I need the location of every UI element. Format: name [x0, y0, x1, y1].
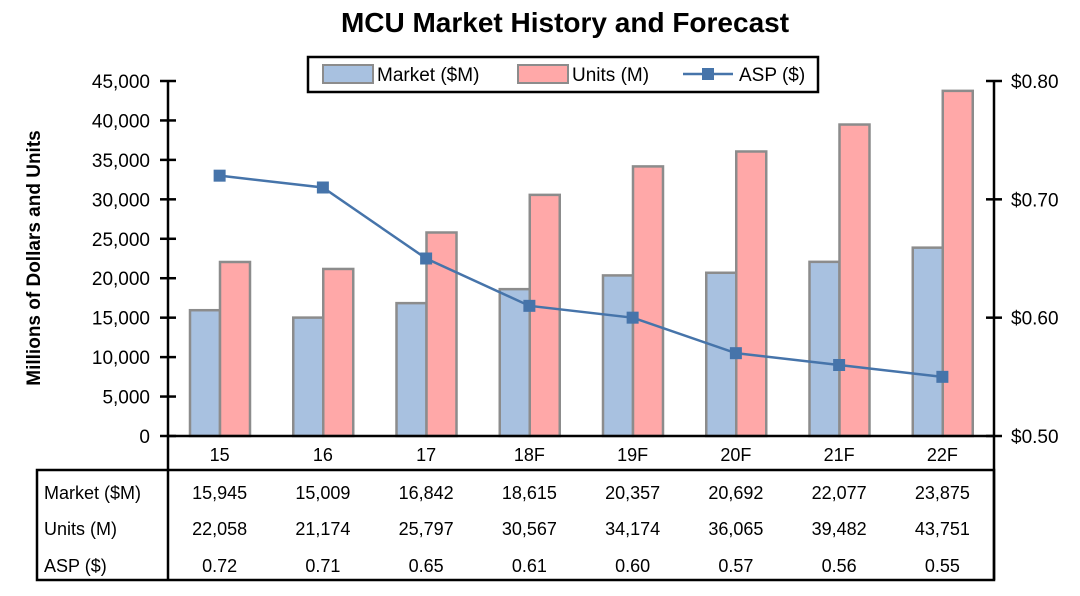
x-tick-label: 16: [313, 445, 333, 465]
table-cell: 0.72: [202, 556, 237, 576]
asp-marker: [213, 169, 226, 182]
asp-marker: [316, 181, 329, 194]
asp-marker: [936, 370, 949, 383]
y2-tick-label: $0.80: [1011, 72, 1059, 93]
y2-tick-label: $0.50: [1011, 427, 1059, 448]
units-bar: [631, 165, 665, 438]
table-row-label: ASP ($): [44, 556, 107, 576]
y-tick-label: 0: [139, 427, 150, 448]
units-bar: [528, 193, 561, 438]
table-cell: 0.60: [615, 556, 650, 576]
table-cell: 25,797: [399, 519, 454, 539]
asp-marker: [420, 252, 433, 265]
market-bar: [808, 260, 841, 438]
y-tick-label: 30,000: [92, 190, 150, 211]
table-cell: 0.57: [718, 556, 753, 576]
y-tick-label: 10,000: [92, 348, 150, 369]
y-tick-label: 25,000: [92, 230, 150, 251]
legend-units-label: Units (M): [572, 65, 649, 86]
market-bar: [395, 301, 428, 438]
market-bar: [601, 274, 635, 438]
table-cell: 23,875: [915, 483, 970, 503]
table-cell: 16,842: [399, 483, 454, 503]
x-tick-label: 19F: [617, 445, 648, 465]
units-bar: [838, 123, 871, 438]
table-cell: 34,174: [605, 519, 660, 539]
y-axis-label: Millions of Dollars and Units: [24, 130, 45, 385]
table-cell: 0.65: [409, 556, 444, 576]
x-tick-label: 22F: [927, 445, 958, 465]
table-row-label: Units (M): [44, 519, 117, 539]
table-cell: 22,077: [812, 483, 867, 503]
legend-asp-marker: [702, 68, 714, 80]
asp-line: [219, 174, 943, 379]
table-cell: 20,357: [605, 483, 660, 503]
units-bar: [322, 267, 355, 438]
y-tick-label: 20,000: [92, 269, 150, 290]
table-row-label: Market ($M): [44, 483, 141, 503]
table-cell: 18,615: [502, 483, 557, 503]
units-bar: [218, 260, 252, 438]
table-cell: 0.56: [822, 556, 857, 576]
units-bar: [735, 150, 768, 438]
legend-market-swatch: [322, 64, 374, 84]
table-cell: 0.55: [925, 556, 960, 576]
y-tick-label: 5,000: [102, 388, 150, 409]
y-tick-label: 40,000: [92, 111, 150, 132]
asp-marker: [833, 359, 846, 371]
market-bar: [188, 308, 222, 438]
y-tick-label: 45,000: [92, 72, 150, 93]
table-cell: 15,009: [295, 483, 350, 503]
asp-marker: [626, 311, 639, 324]
market-bar: [292, 316, 325, 438]
legend-market-label: Market ($M): [377, 65, 479, 86]
legend-units-swatch: [517, 64, 569, 84]
x-tick-label: 21F: [824, 445, 855, 465]
table-cell: 30,567: [502, 519, 557, 539]
x-tick-label: 15: [210, 445, 230, 465]
table-cell: 43,751: [915, 519, 970, 539]
table-cell: 39,482: [812, 519, 867, 539]
y-tick-label: 35,000: [92, 151, 150, 172]
asp-marker: [523, 299, 536, 312]
chart-title: MCU Market History and Forecast: [341, 7, 789, 38]
units-bar: [941, 89, 974, 438]
x-tick-label: 20F: [720, 445, 751, 465]
table-cell: 0.71: [305, 556, 340, 576]
table-box: [35, 468, 996, 582]
asp-marker: [729, 347, 742, 360]
data-table: 15 16 17 18F 19F 20F 21F 22F Market ($M) 15,945 15…: [35, 434, 996, 582]
legend-asp-label: ASP ($): [739, 65, 805, 86]
x-tick-label: 17: [416, 445, 436, 465]
table-cell: 21,174: [295, 519, 350, 539]
table-cell: 20,692: [708, 483, 763, 503]
table-cell: 36,065: [708, 519, 763, 539]
y-tick-label: 15,000: [92, 309, 150, 330]
market-bar: [911, 246, 944, 438]
table-cell: 0.61: [512, 556, 547, 576]
legend: Market ($M) Units (M) ASP ($): [306, 55, 820, 94]
x-tick-label: 18F: [514, 445, 545, 465]
y2-tick-label: $0.70: [1011, 190, 1059, 211]
y2-tick-label: $0.60: [1011, 309, 1059, 330]
table-cell: 15,945: [192, 483, 247, 503]
table-cell: 22,058: [192, 519, 247, 539]
